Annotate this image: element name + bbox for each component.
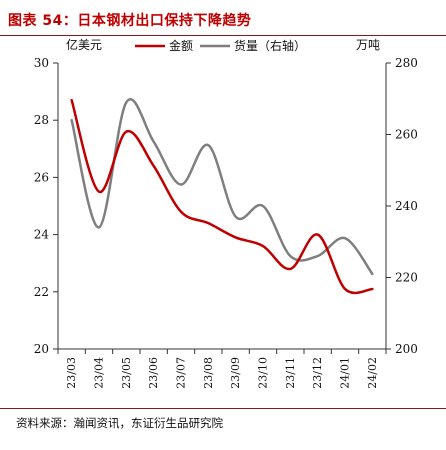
left-tick-label: 26 bbox=[34, 170, 49, 184]
x-tick-label: 23/08 bbox=[202, 357, 215, 389]
x-tick-label: 23/09 bbox=[229, 357, 242, 389]
x-tick-label: 23/10 bbox=[257, 357, 270, 389]
chart-title: 图表 54：日本钢材出口保持下降趋势 bbox=[8, 13, 252, 29]
right-tick-label: 200 bbox=[395, 342, 418, 356]
x-tick-label: 23/11 bbox=[284, 357, 297, 389]
right-tick-label: 220 bbox=[395, 271, 418, 285]
x-tick-label: 24/01 bbox=[339, 357, 352, 389]
source-note: 资料来源：瀚闻资讯，东证衍生品研究院 bbox=[16, 416, 223, 430]
right-axis-unit: 万吨 bbox=[356, 38, 380, 52]
x-tick-label: 23/06 bbox=[147, 357, 160, 389]
left-axis-unit: 亿美元 bbox=[66, 37, 102, 52]
left-tick-label: 24 bbox=[34, 228, 50, 242]
left-tick-label: 30 bbox=[34, 56, 49, 70]
left-tick-label: 22 bbox=[34, 285, 49, 299]
line-chart: 20 22 24 26 28 30 200 220 240 260 280 23/03 23/04 23/… bbox=[34, 37, 418, 389]
left-tick-label: 20 bbox=[34, 342, 49, 356]
footer-divider bbox=[0, 408, 446, 409]
x-tick-label: 23/05 bbox=[120, 357, 133, 389]
legend-label-volume: 货量（右轴） bbox=[234, 38, 306, 53]
series-line-amount bbox=[70, 98, 374, 295]
legend: 金额 货量（右轴） bbox=[135, 38, 306, 53]
right-tick-label: 260 bbox=[395, 128, 418, 142]
series-layer bbox=[70, 98, 374, 295]
legend-label-amount: 金额 bbox=[169, 38, 193, 53]
series-line-volume bbox=[70, 98, 374, 276]
right-tick-label: 240 bbox=[395, 199, 418, 213]
x-tick-label: 23/04 bbox=[93, 357, 106, 389]
title-divider bbox=[0, 35, 446, 36]
left-tick-label: 28 bbox=[34, 113, 49, 127]
x-tick-label: 23/12 bbox=[311, 357, 324, 389]
x-tick-label: 23/07 bbox=[175, 357, 188, 389]
x-tick-label: 23/03 bbox=[65, 357, 78, 389]
right-tick-label: 280 bbox=[395, 56, 418, 70]
axis-ticks: 20 22 24 26 28 30 200 220 240 260 280 23/03 23/04 23/… bbox=[34, 56, 418, 389]
x-tick-label: 24/02 bbox=[366, 357, 379, 389]
